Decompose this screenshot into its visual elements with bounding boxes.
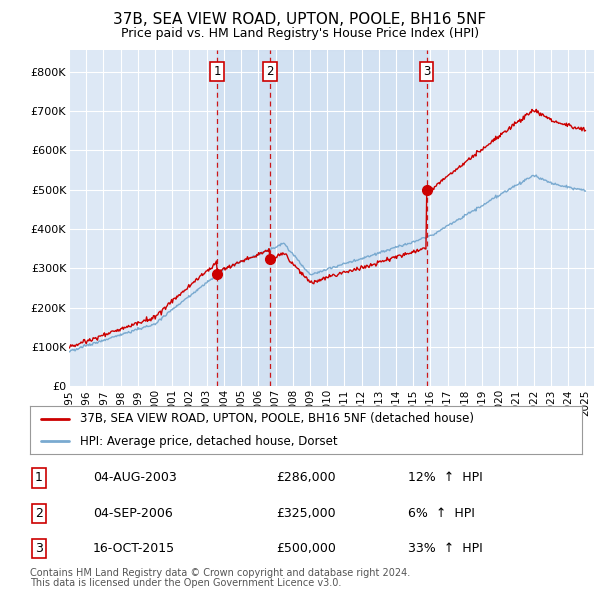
Text: £286,000: £286,000 [276,471,335,484]
Text: 37B, SEA VIEW ROAD, UPTON, POOLE, BH16 5NF: 37B, SEA VIEW ROAD, UPTON, POOLE, BH16 5… [113,12,487,27]
Text: Price paid vs. HM Land Registry's House Price Index (HPI): Price paid vs. HM Land Registry's House … [121,27,479,40]
Text: This data is licensed under the Open Government Licence v3.0.: This data is licensed under the Open Gov… [30,578,341,588]
Text: 3: 3 [423,65,431,78]
Text: HPI: Average price, detached house, Dorset: HPI: Average price, detached house, Dors… [80,435,337,448]
Text: 2: 2 [266,65,274,78]
Text: Contains HM Land Registry data © Crown copyright and database right 2024.: Contains HM Land Registry data © Crown c… [30,568,410,578]
Text: 16-OCT-2015: 16-OCT-2015 [93,542,175,555]
Text: 12%  ↑  HPI: 12% ↑ HPI [408,471,483,484]
Bar [270,50,427,386]
Bar [217,50,270,386]
Text: 1: 1 [35,471,43,484]
Text: 04-AUG-2003: 04-AUG-2003 [93,471,177,484]
Text: £325,000: £325,000 [276,507,335,520]
Text: 37B, SEA VIEW ROAD, UPTON, POOLE, BH16 5NF (detached house): 37B, SEA VIEW ROAD, UPTON, POOLE, BH16 5… [80,412,473,425]
Text: 04-SEP-2006: 04-SEP-2006 [93,507,173,520]
Text: 6%  ↑  HPI: 6% ↑ HPI [408,507,475,520]
Text: 1: 1 [213,65,221,78]
Text: 2: 2 [35,507,43,520]
Text: 3: 3 [35,542,43,555]
Text: 33%  ↑  HPI: 33% ↑ HPI [408,542,483,555]
Text: £500,000: £500,000 [276,542,336,555]
